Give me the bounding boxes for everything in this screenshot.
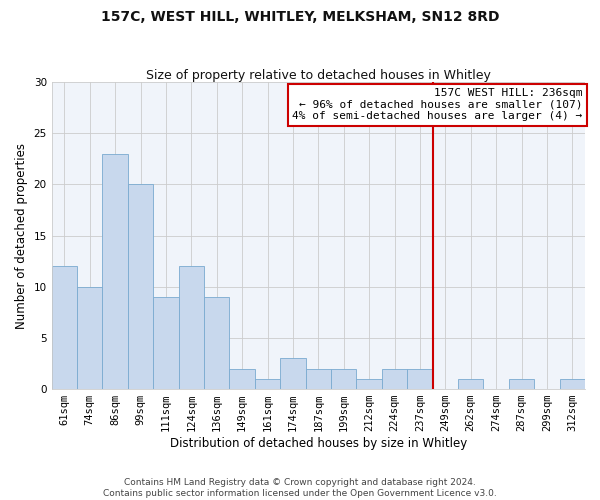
X-axis label: Distribution of detached houses by size in Whitley: Distribution of detached houses by size … xyxy=(170,437,467,450)
Bar xyxy=(305,368,331,389)
Bar xyxy=(128,184,153,389)
Y-axis label: Number of detached properties: Number of detached properties xyxy=(15,142,28,328)
Bar xyxy=(52,266,77,389)
Bar xyxy=(153,297,179,389)
Bar xyxy=(204,297,229,389)
Bar xyxy=(356,379,382,389)
Bar xyxy=(407,368,433,389)
Bar xyxy=(382,368,407,389)
Bar xyxy=(179,266,204,389)
Text: 157C WEST HILL: 236sqm
← 96% of detached houses are smaller (107)
4% of semi-det: 157C WEST HILL: 236sqm ← 96% of detached… xyxy=(292,88,583,122)
Bar xyxy=(77,286,103,389)
Bar xyxy=(509,379,534,389)
Bar xyxy=(331,368,356,389)
Bar xyxy=(229,368,255,389)
Text: 157C, WEST HILL, WHITLEY, MELKSHAM, SN12 8RD: 157C, WEST HILL, WHITLEY, MELKSHAM, SN12… xyxy=(101,10,499,24)
Bar xyxy=(280,358,305,389)
Bar xyxy=(255,379,280,389)
Title: Size of property relative to detached houses in Whitley: Size of property relative to detached ho… xyxy=(146,69,491,82)
Bar xyxy=(560,379,585,389)
Bar xyxy=(103,154,128,389)
Text: Contains HM Land Registry data © Crown copyright and database right 2024.
Contai: Contains HM Land Registry data © Crown c… xyxy=(103,478,497,498)
Bar xyxy=(458,379,484,389)
